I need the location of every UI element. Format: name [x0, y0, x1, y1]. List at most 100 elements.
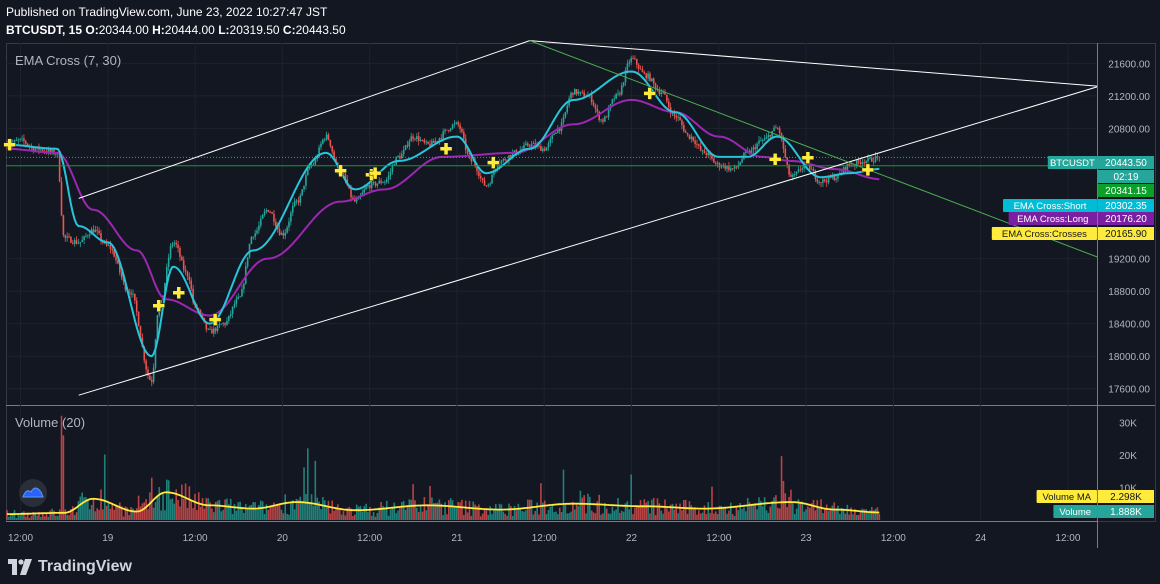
- volume-bar: [273, 502, 275, 520]
- price-label-value-bg: [1098, 199, 1154, 212]
- candle-body: [600, 119, 602, 121]
- volume-bar: [265, 504, 268, 520]
- volume-bar: [801, 501, 804, 520]
- volume-bar: [361, 511, 364, 520]
- candle-body: [871, 157, 873, 162]
- volume-bar: [320, 509, 322, 520]
- candle-body: [831, 175, 834, 178]
- volume-bar: [442, 515, 444, 520]
- candle-body: [77, 243, 80, 244]
- volume-indicator-title[interactable]: Volume (20): [15, 415, 85, 430]
- candle-body: [117, 260, 119, 264]
- volume-bar: [521, 511, 523, 520]
- volume-bar: [43, 516, 46, 520]
- volume-bar: [70, 509, 72, 520]
- ema-short-line: [7, 70, 880, 358]
- volume-bar: [36, 515, 38, 520]
- candle-body: [427, 141, 429, 144]
- candle-body: [564, 112, 567, 118]
- candle-body: [438, 138, 441, 142]
- candle-body: [213, 328, 215, 334]
- low-label: L:: [218, 23, 230, 37]
- volume-bar: [679, 503, 681, 520]
- candle-body: [453, 123, 456, 125]
- volume-bar: [654, 515, 657, 520]
- volume-bar: [105, 505, 108, 520]
- volume-bar: [613, 510, 616, 520]
- volume-bar: [555, 511, 557, 520]
- volume-bar: [863, 509, 866, 520]
- candle-body: [801, 168, 804, 170]
- volume-bar: [197, 492, 200, 520]
- candle-body: [132, 293, 134, 295]
- candle-body: [701, 150, 704, 152]
- candle-body: [718, 163, 721, 168]
- volume-bar: [357, 506, 360, 520]
- volume-bar: [427, 505, 429, 520]
- price-label-value: 20176.20: [1105, 214, 1147, 225]
- volume-bar: [124, 506, 127, 520]
- candle-body: [810, 169, 813, 170]
- volume-bar: [107, 502, 110, 520]
- candle-body: [694, 140, 696, 144]
- candle-body: [824, 179, 826, 182]
- candle-body: [446, 129, 448, 131]
- candle-body: [769, 135, 772, 137]
- candle-body: [444, 129, 446, 132]
- tv-badge-icon[interactable]: [19, 479, 47, 507]
- candle-body: [369, 185, 371, 189]
- volume-bar: [607, 513, 610, 520]
- volume-bar: [246, 508, 249, 520]
- candle-body: [874, 156, 877, 162]
- ema-indicator-title[interactable]: EMA Cross (7, 30): [15, 53, 121, 68]
- volume-bar: [767, 512, 770, 520]
- volume-bar: [464, 500, 467, 520]
- volume-bar: [479, 516, 482, 520]
- volume-bar: [226, 498, 228, 520]
- candle-body: [478, 171, 480, 177]
- candle-body: [788, 164, 790, 175]
- volume-bar: [323, 500, 326, 520]
- volume-bar: [137, 495, 140, 520]
- volume-bar: [639, 500, 642, 520]
- volume-bar: [32, 511, 35, 520]
- volume-bar: [784, 493, 787, 520]
- candle-body: [754, 147, 757, 150]
- candle-body: [647, 73, 649, 79]
- volume-bar: [662, 513, 664, 520]
- volume-bar: [143, 502, 146, 520]
- volume-bar: [795, 508, 798, 520]
- candle-body: [654, 83, 657, 90]
- volume-bar: [647, 500, 649, 520]
- volume-bar: [545, 514, 548, 520]
- volume-bar: [788, 496, 790, 520]
- volume-bar: [681, 510, 683, 520]
- volume-bar: [455, 508, 458, 520]
- candle-body: [675, 115, 678, 118]
- candle-body: [666, 94, 668, 102]
- candle-body: [792, 174, 794, 177]
- price-chart[interactable]: 21600.00 21200.00 20800.00 19200.00 18800.00…: [0, 0, 1160, 550]
- candle-body: [773, 127, 775, 131]
- candle-body: [25, 141, 27, 144]
- volume-bar: [470, 515, 473, 520]
- volume-bar: [652, 497, 655, 520]
- volume-bar: [472, 501, 475, 520]
- candle-body: [181, 256, 183, 261]
- volume-bar: [380, 502, 382, 520]
- candle-body: [297, 200, 300, 203]
- candle-body: [143, 346, 146, 361]
- volume-ma-line: [7, 491, 880, 515]
- volume-bar: [760, 500, 762, 520]
- candle-body: [455, 122, 458, 124]
- open-label: O:: [85, 23, 99, 37]
- volume-bar: [498, 503, 501, 520]
- candle-body: [94, 229, 97, 233]
- candle-body: [19, 138, 21, 140]
- candle-body: [406, 145, 409, 147]
- price-tick-label: 21200.00: [1108, 92, 1150, 103]
- volume-bar: [769, 506, 772, 520]
- candle-body: [549, 139, 552, 144]
- volume-bar: [669, 504, 672, 520]
- volume-bar: [812, 499, 815, 520]
